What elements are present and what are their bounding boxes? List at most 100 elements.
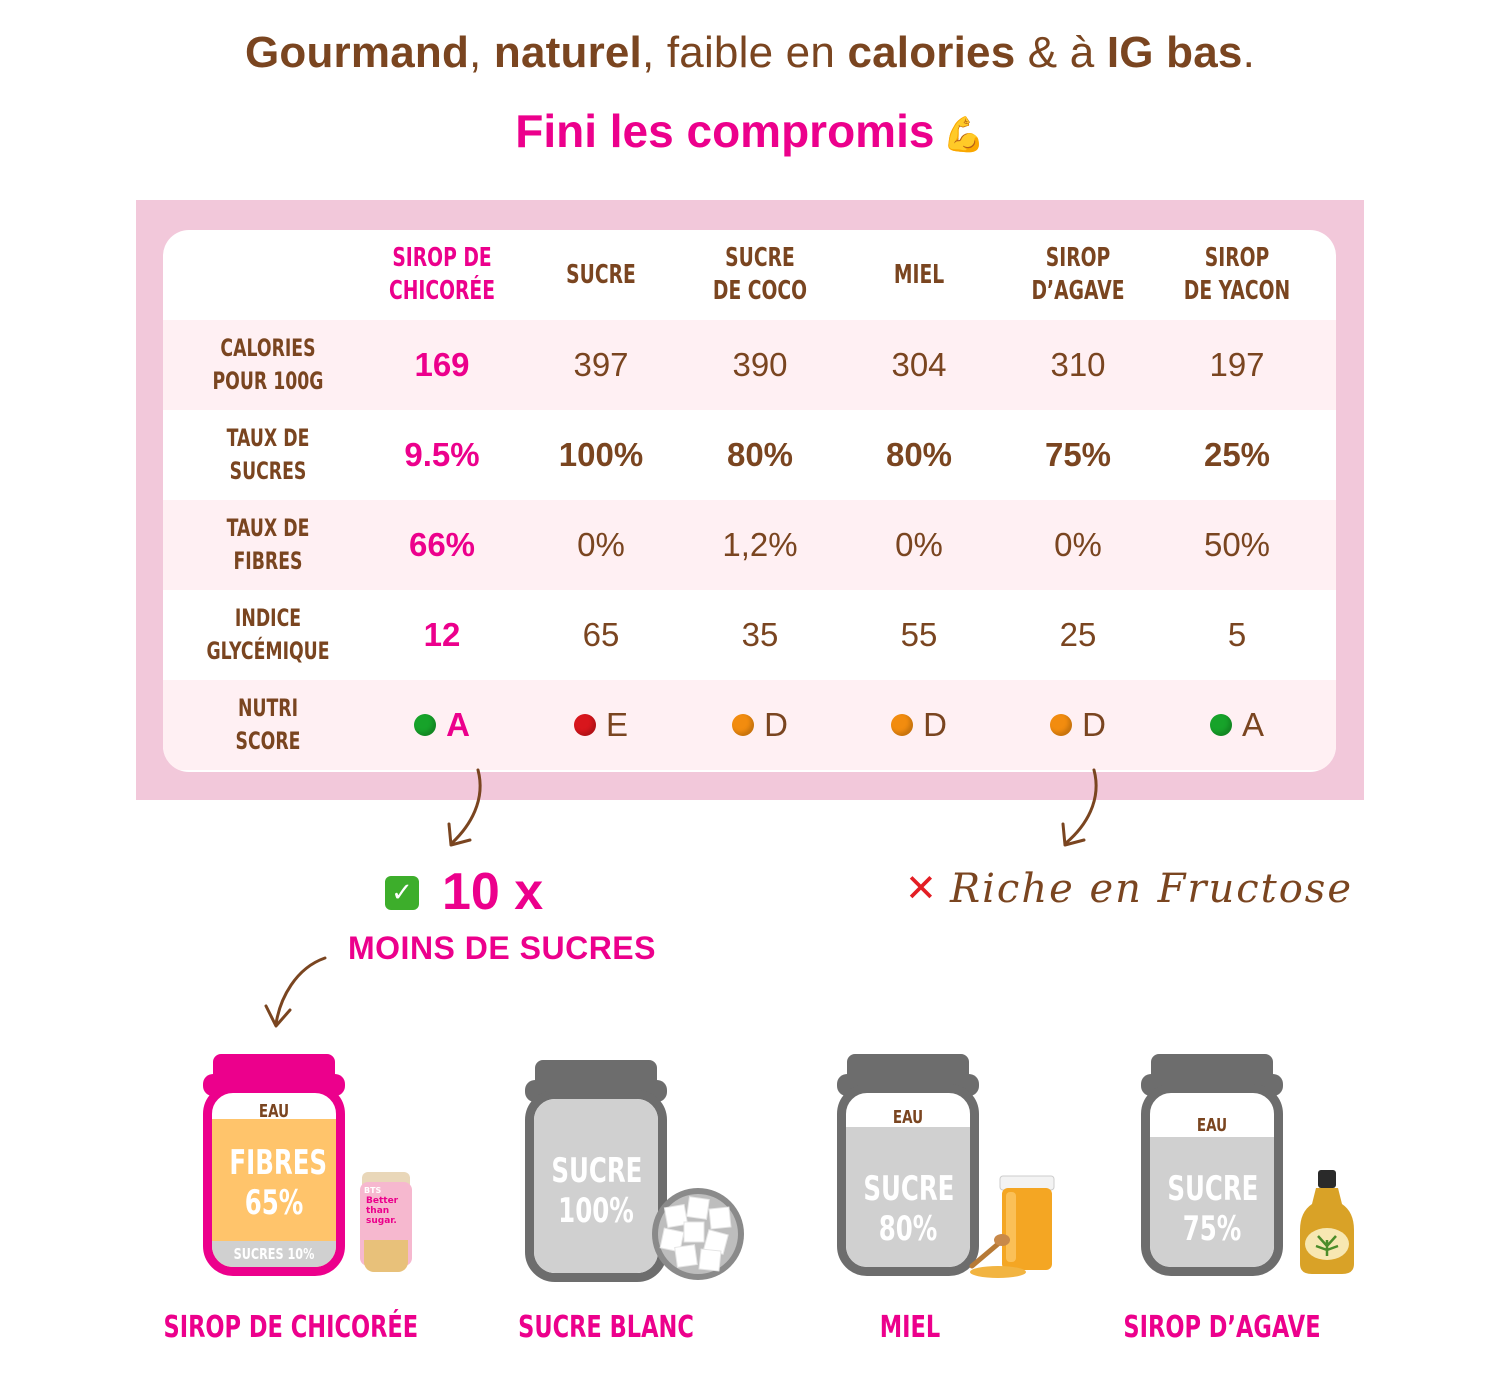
table-row: INDICE GLYCÉMIQUE 12 65 35 55 25 5 [163, 590, 1336, 680]
table-cell: 80% [680, 410, 840, 500]
riche-en-fructose-label: Riche en Fructose [950, 866, 1354, 912]
table-cell: D [680, 680, 840, 770]
jar-caption-white-sugar: SUCRE BLANC [518, 1310, 694, 1345]
table-row: TAUX DE FIBRES 66% 0% 1,2% 0% 0% 50% [163, 500, 1336, 590]
table-cell: 304 [839, 320, 999, 410]
table-cell-value: 25 [1059, 616, 1097, 653]
jar-body: EAU FIBRES 65% SUCRES 10% [203, 1084, 345, 1276]
table-cell-value: D [764, 706, 788, 743]
table-cell: E [521, 680, 681, 770]
table-cell-value: 310 [1050, 346, 1106, 383]
table-cell-value: 1,2% [722, 526, 798, 563]
check-icon: ✓ [385, 876, 419, 910]
table-cell: 310 [998, 320, 1158, 410]
table-row-label: CALORIES POUR 100G [212, 334, 324, 395]
arrow-to-fructose [1064, 768, 1098, 845]
table-cell-value: 80% [726, 436, 794, 473]
table-cell-value: 0% [1054, 526, 1102, 563]
arrow-to-chicory-jar-head [264, 1004, 292, 1028]
table-cell-value: 100% [558, 436, 644, 473]
jar-eau-label: EAU [892, 1107, 924, 1128]
nutri-score-dot-icon [573, 714, 596, 736]
table-cell: 75% [998, 410, 1158, 500]
table-cell-value: 0% [895, 526, 943, 563]
headline: Gourmand, naturel, faible en calories & … [0, 28, 1500, 78]
table-row: TAUX DE SUCRES 9.5% 100% 80% 80% 75% 25% [163, 410, 1336, 500]
jar-main-value: 65% [244, 1183, 304, 1223]
table-cell-value: 66% [408, 526, 476, 563]
moins-de-sucres-label: MOINS DE SUCRES [348, 930, 656, 966]
arrow-to-fructose-head [1061, 822, 1086, 847]
table-cell-value: 75% [1044, 436, 1112, 473]
table-cell: 80% [839, 410, 999, 500]
table-column-header: SIROP DE CHICORÉE [388, 243, 496, 306]
table-cell: 397 [521, 320, 681, 410]
table-cell: 55 [839, 590, 999, 680]
jar-eau-label: EAU [1196, 1115, 1228, 1136]
jar-caption-honey: MIEL [879, 1310, 941, 1345]
jar-body: SUCRE 100% [525, 1090, 667, 1282]
table-cell: 12 [362, 590, 522, 680]
table-cell: 390 [680, 320, 840, 410]
table-cell: D [839, 680, 999, 770]
table-row: CALORIES POUR 100G 169 397 390 304 310 197 [163, 320, 1336, 410]
table-cell-value: 0% [577, 526, 625, 563]
jar-main-label: SUCRE [551, 1151, 643, 1191]
sugar-cubes-bowl-icon [652, 1188, 744, 1280]
table-cell: A [362, 680, 522, 770]
jar-fill-sucres [212, 1241, 336, 1267]
table-cell: 66% [362, 500, 522, 590]
table-row-label: TAUX DE SUCRES [226, 424, 310, 485]
jar-white-sugar: SUCRE 100% [525, 1060, 667, 1282]
table-header-row: SIROP DE CHICORÉE SUCRE SUCRE DE COCO MIEL SIR… [163, 230, 1336, 320]
table-cell: A [1157, 680, 1317, 770]
nutri-score-dot-icon [414, 714, 437, 736]
table-cell: 169 [362, 320, 522, 410]
jar-main-value: 100% [558, 1191, 634, 1231]
subheadline-text: Fini les compromis [515, 105, 935, 157]
table-cell: 50% [1157, 500, 1317, 590]
arrow-to-10x [450, 768, 482, 845]
nutri-score-dot-icon [1050, 714, 1073, 736]
table-cell: 197 [1157, 320, 1317, 410]
jar-main-value: 75% [1182, 1209, 1242, 1249]
table-column-header: SUCRE DE COCO [712, 243, 808, 306]
table-cell-value: 5 [1227, 616, 1247, 653]
table-cell-value: 65 [582, 616, 620, 653]
jar-fill-sucre [534, 1099, 658, 1273]
table-cell-value: 197 [1209, 346, 1265, 383]
table-cell-value: 25% [1203, 436, 1271, 473]
table-cell: 25% [1157, 410, 1317, 500]
table-cell: 65 [521, 590, 681, 680]
headline-calories: calories [847, 28, 1016, 77]
table-cell-value: A [1241, 706, 1264, 743]
table-cell: 0% [839, 500, 999, 590]
ten-x-label: 10 x [442, 863, 544, 921]
jar-honey: EAU SUCRE 80% [837, 1054, 979, 1276]
jar-chicory: EAU FIBRES 65% SUCRES 10% [203, 1054, 345, 1276]
table-cell-value: 50% [1203, 526, 1271, 563]
jar-fill-sucre [1150, 1137, 1274, 1267]
headline-dot: . [1242, 28, 1256, 77]
headline-sep: , [469, 28, 494, 77]
jar-body: EAU SUCRE 80% [837, 1084, 979, 1276]
table-column-header: SUCRE [566, 259, 636, 290]
jar-main-value: 80% [878, 1209, 938, 1249]
headline-ig: IG bas [1106, 28, 1243, 77]
jar-main-label: FIBRES [229, 1143, 328, 1183]
table-cell-value: D [1082, 706, 1106, 743]
table-column-header: SIROP D’AGAVE [1031, 243, 1125, 306]
jar-body: EAU SUCRE 75% [1141, 1084, 1283, 1276]
jar-sucres-label: SUCRES 10% [233, 1245, 315, 1263]
comparison-table: SIROP DE CHICORÉE SUCRE SUCRE DE COCO MIEL SIR… [163, 230, 1336, 772]
nutri-score-dot-icon [891, 714, 914, 736]
table-row-label: TAUX DE FIBRES [226, 514, 310, 575]
table-row-label: NUTRI SCORE [235, 694, 301, 755]
nutri-score-dot-icon [732, 714, 755, 736]
table-cell: 35 [680, 590, 840, 680]
headline-gourmand: Gourmand [244, 28, 470, 77]
table-cell-value: 12 [423, 616, 461, 653]
table-cell: 100% [521, 410, 681, 500]
table-cell-value: 304 [891, 346, 947, 383]
